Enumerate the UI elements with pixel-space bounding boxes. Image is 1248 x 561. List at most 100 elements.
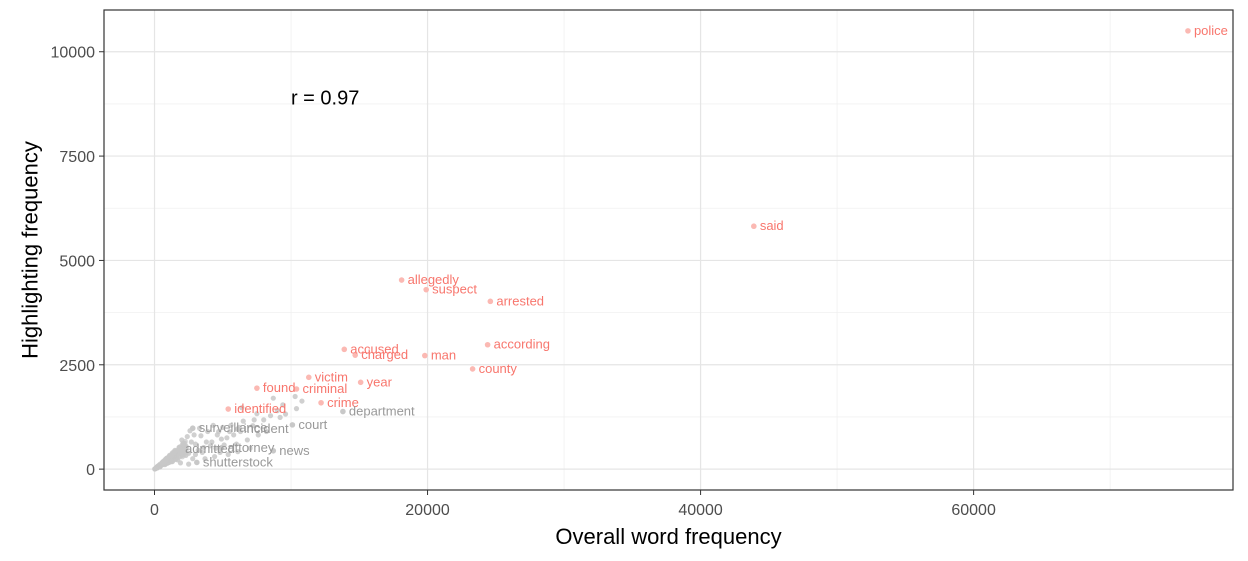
data-point bbox=[231, 432, 237, 438]
data-point bbox=[169, 459, 175, 465]
data-point bbox=[235, 449, 241, 455]
labeled-point-court bbox=[289, 422, 296, 428]
y-tick-label: 10000 bbox=[51, 45, 96, 62]
data-point bbox=[250, 423, 256, 429]
data-point bbox=[181, 447, 188, 453]
y-tick-label: 2500 bbox=[59, 358, 95, 375]
data-point bbox=[202, 456, 208, 462]
data-point bbox=[224, 435, 230, 441]
data-points bbox=[152, 28, 1191, 472]
labeled-point-suspect bbox=[423, 286, 429, 293]
point-label-allegedly: allegedly bbox=[408, 272, 460, 287]
labeled-point-admitted bbox=[176, 446, 182, 452]
point-label-man: man bbox=[431, 348, 456, 363]
labeled-point-surveillance bbox=[189, 425, 196, 432]
labeled-point-said bbox=[751, 223, 757, 230]
data-point bbox=[239, 405, 245, 411]
data-point bbox=[201, 444, 207, 451]
data-point bbox=[228, 422, 234, 428]
x-tick-label: 20000 bbox=[405, 502, 450, 519]
data-point bbox=[244, 437, 250, 443]
data-point bbox=[213, 445, 219, 451]
point-label-county: county bbox=[479, 361, 518, 376]
data-point bbox=[218, 436, 225, 442]
data-point bbox=[192, 441, 199, 447]
point-label-according: according bbox=[494, 337, 550, 352]
point-label-admitted: admitted bbox=[185, 441, 235, 456]
data-point bbox=[195, 447, 201, 453]
data-point bbox=[188, 439, 194, 445]
y-tick-label: 7500 bbox=[59, 149, 95, 166]
data-point bbox=[160, 460, 166, 466]
data-point bbox=[210, 422, 216, 428]
panel-border bbox=[103, 9, 1234, 491]
labeled-point-news bbox=[270, 447, 277, 454]
x-tick-label: 60000 bbox=[951, 502, 996, 519]
data-point bbox=[179, 437, 185, 443]
x-tick-label: 40000 bbox=[678, 502, 723, 519]
x-tick-label: 0 bbox=[150, 502, 159, 519]
labeled-point-incident bbox=[234, 426, 241, 432]
labeled-point-year bbox=[357, 379, 364, 386]
point-label-shutterstock: shutterstock bbox=[203, 454, 274, 469]
data-point bbox=[261, 417, 267, 423]
labeled-point-allegedly bbox=[398, 277, 405, 283]
y-axis-title: Highlighting frequency bbox=[18, 141, 43, 359]
data-point bbox=[211, 454, 218, 460]
point-label-victim: victim bbox=[315, 369, 348, 384]
data-point bbox=[214, 432, 220, 438]
data-point bbox=[251, 417, 257, 423]
data-point bbox=[190, 456, 196, 462]
point-label-arrested: arrested bbox=[496, 293, 544, 308]
labeled-point-crime bbox=[318, 399, 324, 406]
labeled-point-arrested bbox=[487, 298, 494, 305]
data-point bbox=[277, 414, 283, 420]
data-point bbox=[175, 457, 181, 463]
point-label-crime: crime bbox=[327, 395, 359, 410]
point-label-year: year bbox=[367, 374, 393, 389]
y-tick-label: 0 bbox=[86, 462, 95, 479]
grid bbox=[104, 10, 1233, 490]
data-point bbox=[191, 432, 197, 438]
data-point bbox=[299, 398, 305, 404]
data-point bbox=[183, 452, 189, 458]
data-point bbox=[184, 433, 190, 440]
point-label-criminal: criminal bbox=[302, 381, 347, 396]
correlation-annotation: r = 0.97 bbox=[291, 88, 359, 110]
labeled-point-identified bbox=[225, 406, 232, 412]
point-label-police: police bbox=[1194, 23, 1228, 38]
data-point bbox=[192, 451, 199, 458]
labeled-point-victim bbox=[305, 374, 312, 381]
point-label-news: news bbox=[279, 443, 310, 458]
data-point bbox=[254, 411, 260, 417]
labeled-point-county bbox=[469, 366, 476, 372]
data-point bbox=[293, 406, 300, 412]
data-point bbox=[292, 393, 298, 400]
labeled-point-criminal bbox=[293, 386, 300, 392]
point-label-surveillance: surveillance bbox=[199, 420, 268, 435]
data-point bbox=[217, 449, 223, 456]
point-label-department: department bbox=[349, 404, 415, 419]
point-label-charged: charged bbox=[361, 347, 408, 362]
data-point bbox=[233, 441, 240, 447]
labeled-point-found bbox=[254, 385, 260, 391]
data-point bbox=[205, 428, 211, 435]
labeled-point-according bbox=[484, 341, 491, 348]
axes: 0 20000 40000 60000 0 2500 5000 7500 10000 bbox=[51, 45, 996, 519]
data-point bbox=[171, 450, 177, 456]
cluster-point bbox=[153, 465, 159, 471]
data-point bbox=[220, 424, 226, 430]
point-label-found: found bbox=[263, 380, 296, 395]
data-point bbox=[186, 461, 192, 467]
point-label-identified: identified bbox=[234, 401, 286, 416]
labeled-point-shutterstock bbox=[194, 459, 200, 466]
point-label-suspect: suspect bbox=[432, 282, 477, 297]
labeled-point-police bbox=[1185, 28, 1191, 34]
data-point bbox=[225, 451, 231, 458]
data-point bbox=[198, 433, 204, 439]
point-label-attorney: attorney bbox=[227, 440, 274, 455]
data-point bbox=[199, 449, 205, 456]
